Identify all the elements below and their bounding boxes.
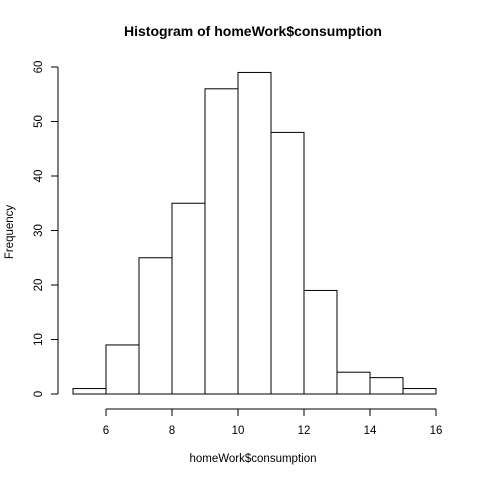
histogram-bar-3: [171, 202, 206, 395]
y-axis: 0 10 20 30 40 50 60: [33, 61, 59, 397]
histogram-bar-5: [237, 71, 272, 395]
histogram-bar-8: [336, 371, 371, 395]
y-tick-label: 10: [33, 333, 45, 346]
y-tick-label: 50: [33, 115, 45, 128]
histogram-bar-4: [204, 88, 239, 395]
x-tick-label: 16: [430, 425, 443, 437]
y-tick-label: 0: [33, 391, 45, 397]
x-axis: 6 8 10 12 14 16: [103, 408, 443, 437]
y-tick-label: 60: [33, 61, 45, 74]
histogram-bar-10: [402, 388, 437, 395]
histogram-bar-2: [138, 257, 173, 395]
y-tick-label: 20: [33, 279, 45, 292]
x-tick-label: 10: [232, 425, 245, 437]
x-tick-label: 14: [364, 425, 377, 437]
histogram-bar-6: [270, 131, 305, 395]
chart-title: Histogram of homeWork$consumption: [124, 23, 382, 39]
x-tick-label: 6: [103, 425, 109, 437]
histogram-bar-0: [72, 388, 107, 395]
y-tick-label: 30: [33, 224, 45, 237]
y-axis-label: Frequency: [4, 205, 16, 260]
bars-group: [72, 71, 437, 395]
histogram-bar-1: [105, 344, 140, 395]
x-axis-label: homeWork$consumption: [190, 453, 317, 465]
x-tick-label: 12: [298, 425, 311, 437]
histogram-bar-9: [369, 377, 404, 395]
y-tick-label: 40: [33, 170, 45, 183]
histogram-bar-7: [303, 289, 338, 395]
x-tick-label: 8: [169, 425, 175, 437]
